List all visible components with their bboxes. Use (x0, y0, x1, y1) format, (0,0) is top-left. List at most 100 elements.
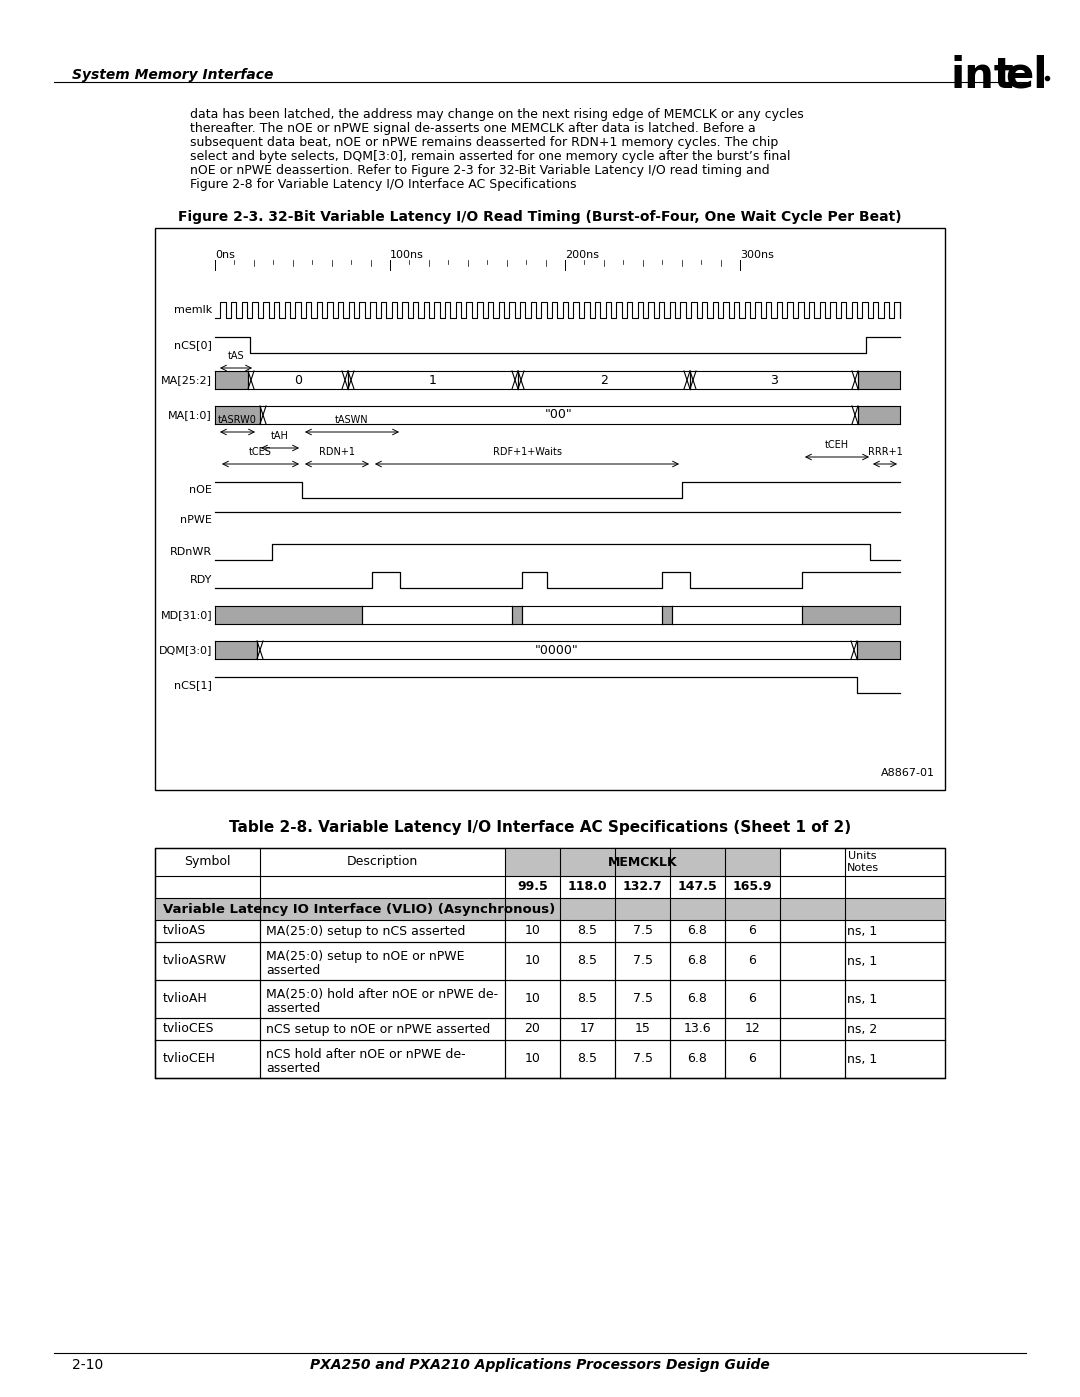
Text: 7.5: 7.5 (633, 925, 652, 937)
Bar (156, 228, 945, 789)
Text: RDN+1: RDN+1 (319, 447, 355, 457)
Text: tvlioAS: tvlioAS (163, 925, 206, 937)
Bar (215, 606, 362, 624)
Text: 147.5: 147.5 (677, 880, 717, 894)
Text: "0000": "0000" (535, 644, 579, 657)
Text: 99.5: 99.5 (517, 880, 548, 894)
Text: data has been latched, the address may change on the next rising edge of MEMCLK : data has been latched, the address may c… (190, 108, 804, 122)
Text: 3: 3 (770, 373, 778, 387)
Text: 8.5: 8.5 (578, 954, 597, 968)
Text: 6: 6 (748, 954, 756, 968)
Text: 15: 15 (635, 1023, 650, 1035)
Text: 132.7: 132.7 (623, 880, 662, 894)
Text: 6.8: 6.8 (688, 992, 707, 1006)
Text: 165.9: 165.9 (732, 880, 772, 894)
Text: 7.5: 7.5 (633, 992, 652, 1006)
Text: tvlioCEH: tvlioCEH (163, 1052, 216, 1066)
Text: MA(25:0) setup to nOE or nPWE: MA(25:0) setup to nOE or nPWE (266, 950, 464, 963)
Text: 8.5: 8.5 (578, 925, 597, 937)
Bar (858, 372, 900, 388)
Text: Figure 2-8 for Variable Latency I/O Interface AC Specifications: Figure 2-8 for Variable Latency I/O Inte… (190, 177, 577, 191)
Text: tvlioCES: tvlioCES (163, 1023, 215, 1035)
Text: MA[25:2]: MA[25:2] (161, 374, 212, 386)
Text: tAH: tAH (271, 432, 289, 441)
Text: 17: 17 (580, 1023, 595, 1035)
Text: nCS[0]: nCS[0] (174, 339, 212, 351)
Text: 200ns: 200ns (565, 250, 599, 260)
Text: 6: 6 (748, 1052, 756, 1066)
Text: select and byte selects, DQM[3:0], remain asserted for one memory cycle after th: select and byte selects, DQM[3:0], remai… (190, 149, 791, 163)
Text: Symbol: Symbol (185, 855, 231, 869)
Bar (215, 407, 260, 425)
Text: int: int (950, 54, 1014, 96)
Text: Figure 2-3. 32-Bit Variable Latency I/O Read Timing (Burst-of-Four, One Wait Cyc: Figure 2-3. 32-Bit Variable Latency I/O … (178, 210, 902, 224)
Text: Variable Latency IO Interface (VLIO) (Asynchronous): Variable Latency IO Interface (VLIO) (As… (163, 902, 555, 915)
Text: ns, 1: ns, 1 (848, 954, 878, 968)
Text: subsequent data beat, nOE or nPWE remains deasserted for RDN+1 memory cycles. Th: subsequent data beat, nOE or nPWE remain… (190, 136, 779, 149)
Bar (662, 606, 672, 624)
Text: 0: 0 (294, 373, 302, 387)
Text: 6.8: 6.8 (688, 1052, 707, 1066)
Text: Table 2-8. Variable Latency I/O Interface AC Specifications (Sheet 1 of 2): Table 2-8. Variable Latency I/O Interfac… (229, 820, 851, 835)
Text: RDF+1+Waits: RDF+1+Waits (492, 447, 562, 457)
Bar (156, 898, 945, 921)
Text: 6.8: 6.8 (688, 925, 707, 937)
Text: tASWN: tASWN (335, 415, 368, 425)
Text: el: el (1005, 54, 1048, 96)
Text: 13.6: 13.6 (684, 1023, 712, 1035)
Bar (858, 407, 900, 425)
Text: 6.8: 6.8 (688, 954, 707, 968)
Text: 7.5: 7.5 (633, 1052, 652, 1066)
Text: 2: 2 (600, 373, 608, 387)
Text: ns, 1: ns, 1 (848, 1052, 878, 1066)
Text: System Memory Interface: System Memory Interface (72, 68, 273, 82)
Text: 20: 20 (525, 1023, 540, 1035)
Text: 10: 10 (525, 1052, 540, 1066)
Text: MEMCKLK: MEMCKLK (608, 855, 677, 869)
Text: MA[1:0]: MA[1:0] (168, 409, 212, 420)
Text: tvlioAH: tvlioAH (163, 992, 207, 1006)
Text: 10: 10 (525, 992, 540, 1006)
Text: asserted: asserted (266, 964, 321, 977)
Text: tCES: tCES (248, 447, 271, 457)
Bar (215, 372, 248, 388)
Text: ns, 2: ns, 2 (848, 1023, 878, 1035)
Text: 6: 6 (748, 992, 756, 1006)
Text: 100ns: 100ns (390, 250, 423, 260)
Text: 7.5: 7.5 (633, 954, 652, 968)
Bar (512, 606, 522, 624)
Text: PXA250 and PXA210 Applications Processors Design Guide: PXA250 and PXA210 Applications Processor… (310, 1358, 770, 1372)
Text: 12: 12 (744, 1023, 760, 1035)
Text: RDY: RDY (190, 576, 212, 585)
Text: ns, 1: ns, 1 (848, 925, 878, 937)
Text: memlk: memlk (174, 305, 212, 314)
Text: 8.5: 8.5 (578, 992, 597, 1006)
Text: 1: 1 (429, 373, 437, 387)
Text: nCS setup to nOE or nPWE asserted: nCS setup to nOE or nPWE asserted (266, 1023, 490, 1035)
Text: 6: 6 (748, 925, 756, 937)
Text: 118.0: 118.0 (568, 880, 607, 894)
Bar (802, 606, 900, 624)
Text: Units
Notes: Units Notes (847, 851, 878, 873)
Text: nCS[1]: nCS[1] (174, 680, 212, 690)
Bar (156, 848, 945, 1078)
Text: 8.5: 8.5 (578, 1052, 597, 1066)
Text: MA(25:0) hold after nOE or nPWE de-: MA(25:0) hold after nOE or nPWE de- (266, 988, 498, 1002)
Text: "00": "00" (545, 408, 572, 422)
Text: MA(25:0) setup to nCS asserted: MA(25:0) setup to nCS asserted (266, 925, 465, 937)
Text: MD[31:0]: MD[31:0] (160, 610, 212, 620)
Text: asserted: asserted (266, 1062, 321, 1076)
Text: nCS hold after nOE or nPWE de-: nCS hold after nOE or nPWE de- (266, 1048, 465, 1060)
Bar (215, 641, 257, 659)
Text: DQM[3:0]: DQM[3:0] (159, 645, 212, 655)
Text: tCEH: tCEH (825, 440, 849, 450)
Text: asserted: asserted (266, 1002, 321, 1016)
Text: tvlioASRW: tvlioASRW (163, 954, 227, 968)
Text: nOE: nOE (189, 485, 212, 495)
Text: 10: 10 (525, 925, 540, 937)
Text: 300ns: 300ns (740, 250, 774, 260)
Text: nOE or nPWE deassertion. Refer to Figure 2-3 for 32-Bit Variable Latency I/O rea: nOE or nPWE deassertion. Refer to Figure… (190, 163, 770, 177)
Text: Description: Description (347, 855, 418, 869)
Text: 0ns: 0ns (215, 250, 234, 260)
Text: RDnWR: RDnWR (170, 548, 212, 557)
